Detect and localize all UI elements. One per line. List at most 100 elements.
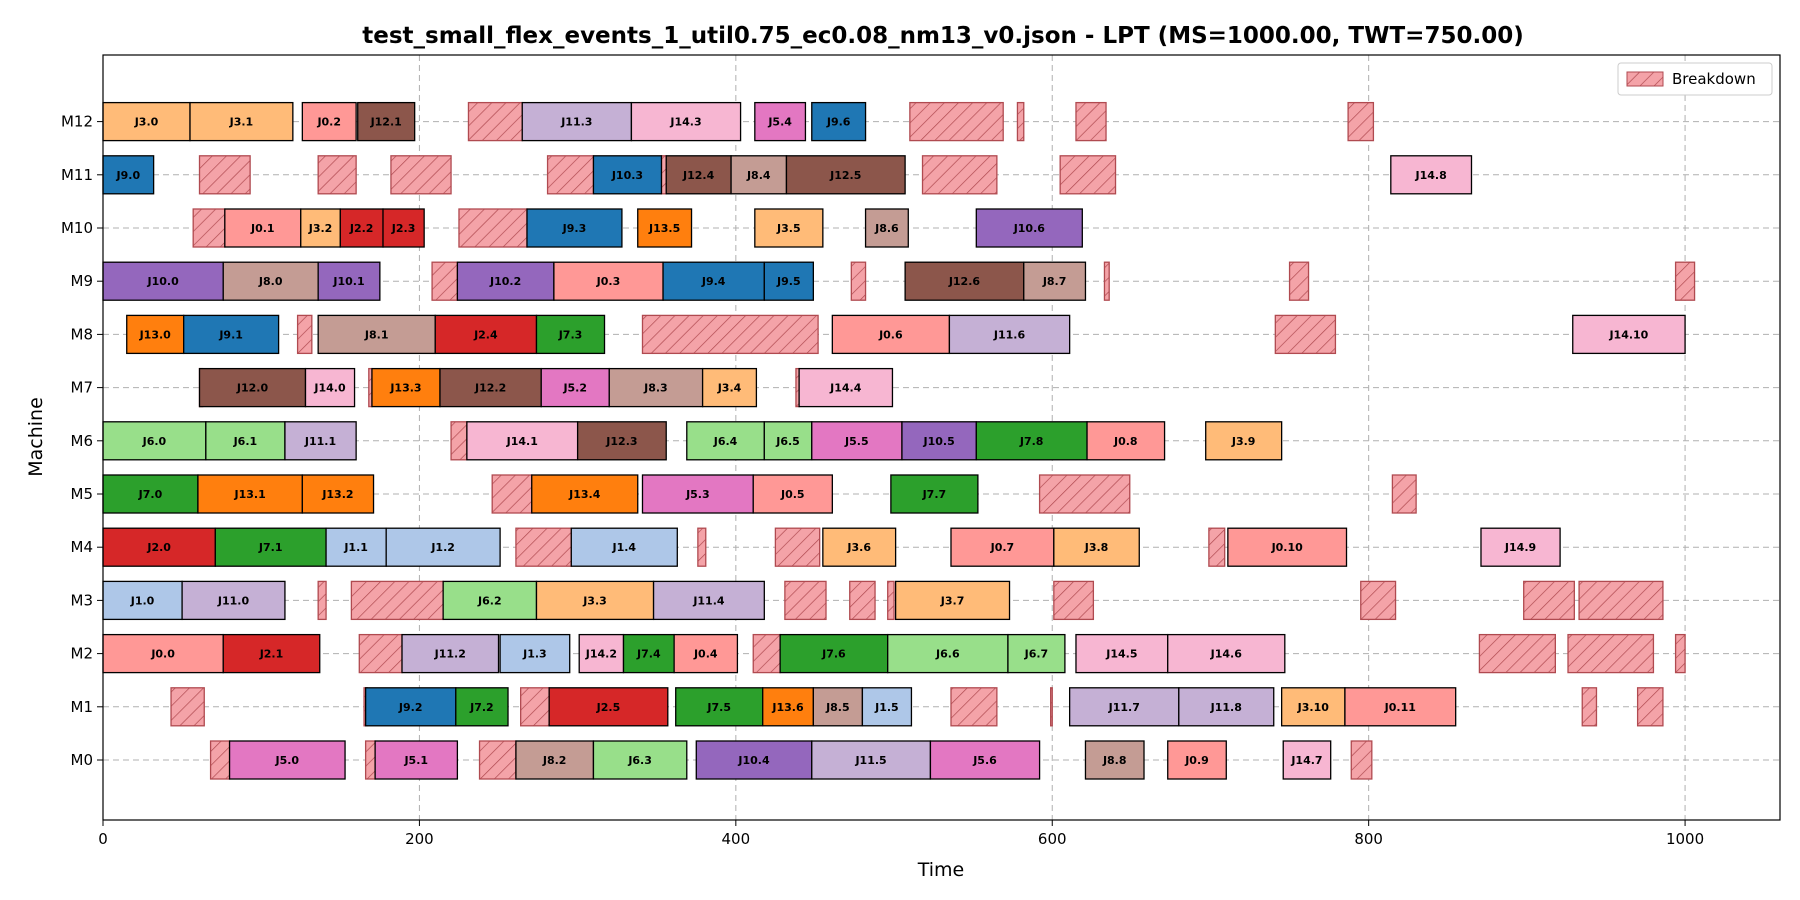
operation-label: J9.0 — [116, 169, 141, 182]
y-tick-label: M0 — [71, 751, 94, 769]
operation-bar — [592, 740, 688, 780]
operation-label: J1.0 — [130, 594, 155, 607]
operation-label: J0.7 — [990, 541, 1015, 554]
operation-label: J0.0 — [150, 648, 175, 661]
operation-label: J7.2 — [469, 701, 494, 714]
operation-bar — [754, 208, 824, 248]
operation-bar — [300, 208, 341, 248]
operation-label: J2.4 — [473, 328, 498, 341]
breakdown-bar — [431, 261, 459, 301]
operation-label: J11.4 — [692, 594, 725, 607]
breakdown-bar — [1053, 580, 1095, 621]
y-axis: M0 M1 M2 M3 M4 M5 M6 M7 M8 M9 M10 M11 M12 — [61, 113, 103, 769]
breakdown-bar — [1636, 687, 1664, 727]
operation-bar — [822, 527, 897, 567]
operation-label: J0.3 — [596, 275, 621, 288]
operation-label: J2.2 — [349, 222, 374, 235]
breakdown-bar — [752, 633, 781, 674]
operation-label: J8.2 — [542, 754, 567, 767]
operation-label: J6.2 — [477, 594, 502, 607]
operation-bar — [364, 687, 457, 727]
breakdown-bar — [1288, 261, 1310, 301]
operation-bar — [576, 421, 667, 461]
operation-bar — [578, 633, 625, 674]
operation-label: J2.3 — [391, 222, 416, 235]
breakdown-bar — [1674, 261, 1696, 301]
operation-label: J11.0 — [217, 594, 250, 607]
operation-bar — [1205, 421, 1283, 461]
operation-bar — [1023, 261, 1087, 301]
operation-bar — [439, 367, 542, 408]
operation-bar — [531, 474, 639, 514]
operation-bar — [662, 261, 765, 301]
chart-title: test_small_flex_events_1_util0.75_ec0.08… — [362, 23, 1523, 49]
operation-label: J7.3 — [558, 328, 583, 341]
operation-label: J14.10 — [1608, 328, 1648, 341]
operation-label: J3.1 — [229, 116, 254, 129]
breakdown-bar — [467, 101, 523, 142]
operation-label: J0.2 — [316, 116, 341, 129]
breakdown-bar — [520, 687, 550, 727]
operation-label: J12.2 — [474, 382, 506, 395]
y-tick-label: M7 — [71, 379, 94, 397]
breakdown-bar — [515, 527, 572, 567]
breakdown-bar — [1567, 633, 1655, 674]
x-tick-label: 600 — [1038, 830, 1067, 848]
breakdown-bar — [350, 580, 444, 621]
operation-bar — [357, 101, 416, 142]
operation-bar — [929, 740, 1041, 780]
operation-label: J9.5 — [776, 275, 801, 288]
y-tick-label: M4 — [71, 538, 94, 556]
operation-bar — [540, 367, 610, 408]
breakdown-bar — [641, 314, 819, 355]
operation-label: J6.0 — [142, 435, 167, 448]
operation-bar — [126, 314, 185, 355]
breakdown-bar — [784, 580, 827, 621]
operation-bar — [455, 687, 509, 727]
operation-label: J0.1 — [250, 222, 275, 235]
operation-label: J0.4 — [693, 648, 718, 661]
operation-label: J7.8 — [1019, 435, 1044, 448]
y-tick-label: M8 — [71, 325, 94, 343]
operation-label: J0.11 — [1384, 701, 1416, 714]
operation-bar — [894, 580, 1011, 621]
operation-bar — [102, 633, 224, 674]
breakdown-bar — [1391, 474, 1417, 514]
breakdown-bar — [660, 155, 667, 195]
operation-label: J5.5 — [844, 435, 869, 448]
y-tick-label: M12 — [61, 113, 93, 131]
breakdown-bar — [209, 740, 231, 780]
operation-label: J13.2 — [321, 488, 353, 501]
operation-bar — [695, 740, 813, 780]
operation-bar — [665, 155, 732, 195]
breakdown-bar — [390, 155, 452, 195]
operation-label: J3.10 — [1297, 701, 1330, 714]
operation-label: J11.7 — [1108, 701, 1140, 714]
y-tick-label: M2 — [71, 645, 94, 663]
operation-label: J8.1 — [364, 328, 389, 341]
breakdown-bar — [909, 101, 1004, 142]
operation-bar — [811, 421, 903, 461]
operation-bar — [1227, 527, 1348, 567]
operation-label: J6.5 — [775, 435, 800, 448]
operation-label: J5.2 — [562, 382, 587, 395]
breakdown-bar — [296, 314, 313, 355]
operation-label: J12.0 — [236, 382, 269, 395]
legend-box — [1617, 62, 1773, 96]
operation-label: J8.4 — [746, 169, 771, 182]
operation-bar — [1178, 687, 1275, 727]
x-tick-label: 0 — [98, 830, 108, 848]
operation-label: J0.9 — [1184, 754, 1209, 767]
operation-bar — [1344, 687, 1457, 727]
operation-label: J13.5 — [648, 222, 680, 235]
operation-label: J12.6 — [948, 275, 981, 288]
breakdown-bar — [1523, 580, 1575, 621]
operation-bar — [434, 314, 538, 355]
breakdown-bar — [491, 474, 533, 514]
y-axis-label: Machine — [25, 397, 47, 477]
operation-label: J0.10 — [1271, 541, 1304, 554]
operation-label: J0.6 — [878, 328, 903, 341]
operation-label: J11.2 — [434, 648, 466, 661]
x-tick-label: 200 — [405, 830, 434, 848]
